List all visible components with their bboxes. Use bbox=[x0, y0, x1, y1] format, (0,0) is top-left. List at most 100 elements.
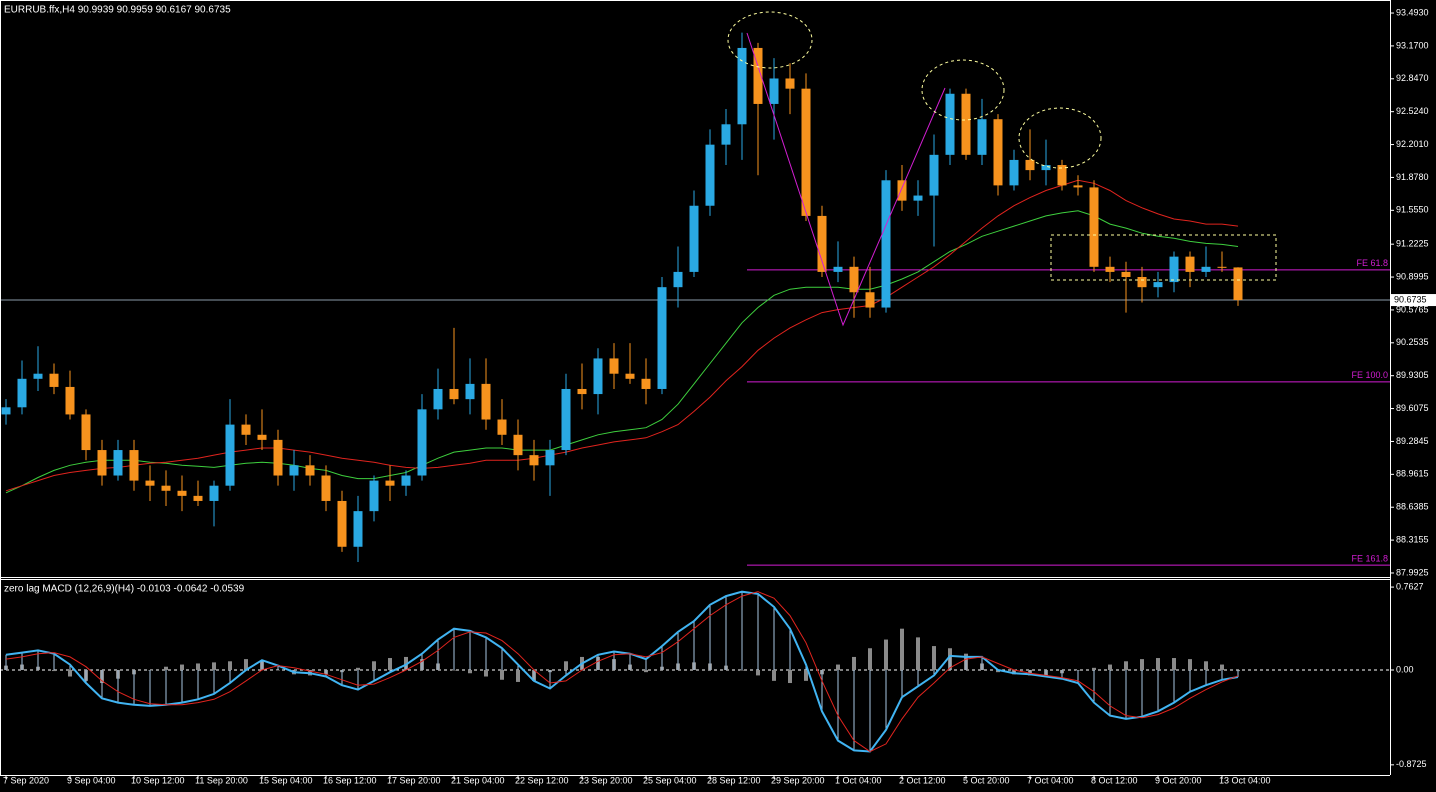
histogram-bar bbox=[500, 669, 504, 680]
y-tick-label: 90.8995 bbox=[1396, 271, 1429, 281]
candle-body bbox=[1201, 266, 1211, 272]
candle-body bbox=[609, 358, 619, 374]
y-tick-label: -0.8725 bbox=[1396, 759, 1427, 769]
histogram-bar bbox=[996, 669, 1000, 673]
candle-body bbox=[625, 373, 635, 379]
x-tick-label: 9 Sep 04:00 bbox=[67, 775, 116, 785]
indicator-line bbox=[5, 590, 1239, 753]
candle-body bbox=[513, 434, 523, 456]
candle-body bbox=[273, 439, 283, 476]
histogram-bar bbox=[1188, 659, 1192, 670]
histogram-bar bbox=[372, 661, 376, 670]
histogram-bar bbox=[1108, 664, 1112, 670]
candle-body bbox=[1169, 256, 1179, 283]
histogram-bar bbox=[788, 669, 792, 684]
candle-body bbox=[257, 434, 267, 440]
range-box bbox=[1050, 234, 1277, 281]
x-tick-label: 2 Oct 12:00 bbox=[899, 775, 946, 785]
candle-body bbox=[545, 450, 555, 466]
candle-body bbox=[49, 373, 59, 387]
histogram-bar bbox=[804, 669, 808, 681]
peak-circle bbox=[921, 59, 1005, 121]
histogram-bar bbox=[1172, 658, 1176, 670]
indicator-line bbox=[5, 179, 1239, 492]
candle-body bbox=[1105, 266, 1115, 272]
histogram-bar bbox=[564, 661, 568, 670]
candle-body bbox=[673, 271, 683, 288]
candle-body bbox=[929, 154, 939, 196]
histogram-bar bbox=[388, 658, 392, 670]
histogram-bar bbox=[932, 646, 936, 670]
histogram-bar bbox=[868, 648, 872, 670]
x-tick-label: 9 Oct 20:00 bbox=[1155, 775, 1202, 785]
chart-title: EURRUB.ffx,H4 90.9939 90.9959 90.6167 90… bbox=[4, 5, 231, 16]
x-tick-label: 25 Sep 04:00 bbox=[643, 775, 697, 785]
y-tick-label: 91.2225 bbox=[1396, 239, 1429, 249]
histogram-bar bbox=[1092, 667, 1096, 670]
candle-body bbox=[769, 78, 779, 104]
y-tick-label: 89.2845 bbox=[1396, 436, 1429, 446]
candle-body bbox=[17, 378, 27, 408]
y-tick-label: 0.7627 bbox=[1396, 581, 1424, 591]
candle-body bbox=[65, 386, 75, 415]
histogram-bar bbox=[452, 669, 456, 671]
y-tick-label: 93.1700 bbox=[1396, 40, 1429, 50]
zigzag-annotation bbox=[746, 32, 946, 327]
candle-body bbox=[753, 47, 763, 104]
candle-body bbox=[801, 88, 811, 216]
candle-body bbox=[321, 475, 331, 501]
y-tick-label: 93.4930 bbox=[1396, 7, 1429, 17]
histogram-bar bbox=[740, 669, 744, 671]
histogram-bar bbox=[1140, 659, 1144, 670]
candle-body bbox=[113, 450, 123, 476]
candle-body bbox=[561, 388, 571, 451]
candle-body bbox=[353, 511, 363, 547]
y-tick-label: 91.8780 bbox=[1396, 172, 1429, 182]
histogram-bar bbox=[884, 639, 888, 670]
y-tick-label: 88.3155 bbox=[1396, 534, 1429, 544]
histogram-bar bbox=[356, 667, 360, 670]
candle-body bbox=[1057, 165, 1067, 186]
histogram-bar bbox=[836, 664, 840, 670]
indicator-line bbox=[5, 210, 1239, 494]
x-tick-label: 28 Sep 12:00 bbox=[707, 775, 761, 785]
candle-body bbox=[641, 378, 651, 389]
x-tick-label: 22 Sep 12:00 bbox=[515, 775, 569, 785]
fibo-label: FE 161.8 bbox=[1351, 553, 1388, 563]
indicator-title: zero lag MACD (12,26,9)(H4) -0.0103 -0.0… bbox=[4, 584, 245, 595]
candle-body bbox=[129, 450, 139, 481]
histogram-bar bbox=[244, 659, 248, 670]
candle-body bbox=[737, 47, 747, 125]
candle-body bbox=[1089, 187, 1099, 267]
histogram-bar bbox=[900, 628, 904, 670]
histogram-bar bbox=[196, 663, 200, 670]
y-tick-label: 91.5550 bbox=[1396, 205, 1429, 215]
candle-body bbox=[785, 78, 795, 89]
candle-body bbox=[1233, 267, 1243, 301]
x-tick-label: 10 Sep 12:00 bbox=[131, 775, 185, 785]
last-price-label: 90.6735 bbox=[1394, 294, 1427, 304]
candle-body bbox=[1153, 282, 1163, 288]
x-tick-label: 17 Sep 20:00 bbox=[387, 775, 441, 785]
x-tick-label: 11 Sep 20:00 bbox=[195, 775, 248, 785]
candle-body bbox=[993, 119, 1003, 186]
candle-body bbox=[225, 424, 235, 486]
x-tick-label: 16 Sep 12:00 bbox=[323, 775, 377, 785]
histogram-bar bbox=[852, 656, 856, 670]
x-tick-label: 29 Sep 20:00 bbox=[771, 775, 825, 785]
candle-body bbox=[721, 124, 731, 145]
candle-body bbox=[529, 455, 539, 466]
y-tick-label: 88.6385 bbox=[1396, 502, 1429, 512]
histogram-bar bbox=[228, 661, 232, 670]
histogram-bar bbox=[1220, 664, 1224, 670]
y-tick-label: 88.9615 bbox=[1396, 469, 1429, 479]
x-tick-label: 1 Oct 04:00 bbox=[835, 775, 882, 785]
candle-body bbox=[1073, 185, 1083, 188]
candle-body bbox=[193, 495, 203, 501]
histogram-bar bbox=[916, 637, 920, 670]
candle-body bbox=[865, 292, 875, 308]
candle-body bbox=[497, 419, 507, 435]
candle-body bbox=[433, 388, 443, 410]
